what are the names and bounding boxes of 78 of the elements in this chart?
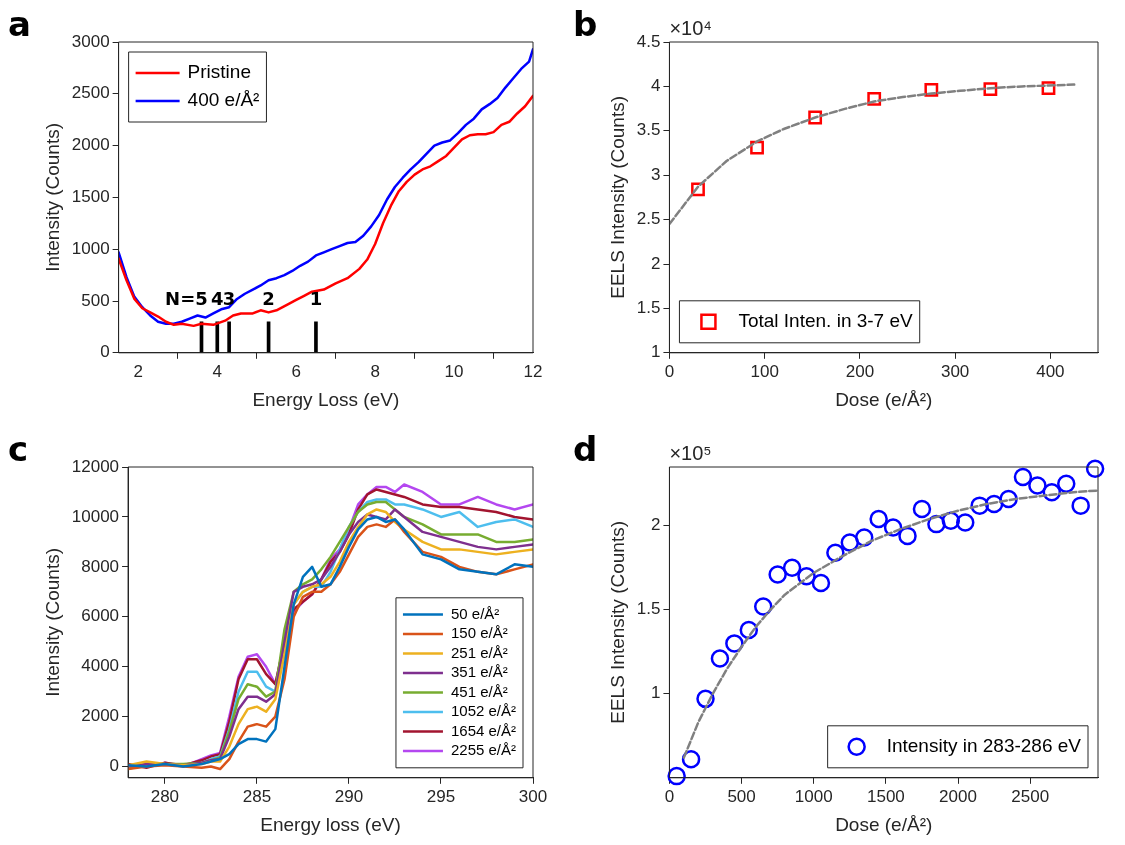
y-tick-label: 10000 xyxy=(71,506,120,526)
y-tick-label: 1 xyxy=(650,683,661,703)
y-axis-title: EELS Intensity (Counts) xyxy=(606,521,628,724)
legend-label: 50 e/Å² xyxy=(450,604,500,622)
y-tick-label: 1 xyxy=(650,342,661,362)
x-axis-title: Dose (e/Å²) xyxy=(835,388,933,410)
chart-title: c xyxy=(8,429,29,469)
y-tick-label: 2 xyxy=(650,253,661,273)
chart-title: b xyxy=(573,4,598,44)
chart-title: d xyxy=(573,429,598,469)
x-tick-label: 0 xyxy=(664,786,675,806)
x-axis-title: Dose (e/Å²) xyxy=(835,813,933,835)
legend-label: 251 e/Å² xyxy=(450,643,508,661)
x-tick-label: 8 xyxy=(370,361,380,381)
x-tick-label: 4 xyxy=(212,361,223,381)
y-tick-label: 2000 xyxy=(71,135,110,155)
x-tick-label: 2000 xyxy=(939,786,977,806)
x-tick-label: 10 xyxy=(444,361,464,381)
x-axis-title: Energy loss (eV) xyxy=(260,813,401,835)
legend-label: Total Inten. in 3-7 eV xyxy=(738,310,914,332)
legend-label: 351 e/Å² xyxy=(450,663,508,681)
x-axis-title: Energy Loss (eV) xyxy=(252,388,400,410)
x-tick-label: 2 xyxy=(133,361,144,381)
legend-label: 400 e/Å² xyxy=(187,89,260,111)
x-tick-label: 295 xyxy=(426,786,456,806)
y-tick-label: 1.5 xyxy=(636,298,661,318)
x-tick-label: 200 xyxy=(845,361,875,381)
chart-title: a xyxy=(8,4,31,44)
y-tick-label: 4 xyxy=(650,76,661,96)
text: ×10⁵ xyxy=(669,441,712,464)
legend-label: 1654 e/Å² xyxy=(450,721,516,739)
y-tick-label: 12000 xyxy=(71,456,120,476)
y-tick-label: 3.5 xyxy=(636,120,661,140)
annotation: 4 xyxy=(211,288,224,310)
y-tick-label: 3 xyxy=(650,164,661,184)
x-tick-label: 400 xyxy=(1036,361,1065,381)
annotation: N=5 xyxy=(165,288,208,310)
x-tick-label: 290 xyxy=(334,786,364,806)
x-tick-label: 300 xyxy=(518,786,548,806)
y-tick-label: 2.5 xyxy=(636,209,661,229)
y-axis-title: Intensity (Counts) xyxy=(41,122,63,272)
legend-label: Intensity in 283-286 eV xyxy=(886,735,1082,757)
annotation: 2 xyxy=(262,288,275,310)
y-tick-label: 4.5 xyxy=(636,31,661,51)
legend-label: 1052 e/Å² xyxy=(450,702,516,720)
y-tick-label: 1500 xyxy=(71,187,110,207)
x-tick-label: 300 xyxy=(940,361,970,381)
annotation: 3 xyxy=(222,288,236,310)
y-tick-label: 0 xyxy=(100,342,110,362)
y-tick-label: 2 xyxy=(650,515,661,535)
legend-label: 451 e/Å² xyxy=(450,682,508,700)
x-tick-label: 280 xyxy=(150,786,180,806)
y-tick-label: 2000 xyxy=(81,706,120,726)
x-tick-label: 500 xyxy=(727,786,756,806)
y-axis-title: Intensity (Counts) xyxy=(41,547,63,697)
x-tick-label: 2500 xyxy=(1011,786,1050,806)
y-tick-label: 8000 xyxy=(81,556,120,576)
y-tick-label: 500 xyxy=(81,290,110,310)
x-tick-label: 1500 xyxy=(866,786,905,806)
y-tick-label: 2500 xyxy=(71,83,110,103)
x-tick-label: 12 xyxy=(523,361,543,381)
x-tick-label: 1000 xyxy=(794,786,833,806)
x-tick-label: 100 xyxy=(750,361,779,381)
legend-label: 2255 e/Å² xyxy=(450,741,516,759)
legend-label: Pristine xyxy=(187,61,251,83)
y-tick-label: 0 xyxy=(109,756,120,776)
x-tick-label: 6 xyxy=(291,361,301,381)
text: ×10⁴ xyxy=(669,16,712,39)
y-tick-label: 4000 xyxy=(81,656,120,676)
x-tick-label: 0 xyxy=(664,361,675,381)
y-axis-title: EELS Intensity (Counts) xyxy=(606,96,628,299)
y-tick-label: 3000 xyxy=(71,31,110,51)
y-tick-label: 6000 xyxy=(81,606,120,626)
y-tick-label: 1.5 xyxy=(636,599,661,619)
legend-label: 150 e/Å² xyxy=(450,624,508,642)
x-tick-label: 285 xyxy=(242,786,272,806)
y-tick-label: 1000 xyxy=(71,238,110,258)
annotation: 1 xyxy=(309,288,323,310)
